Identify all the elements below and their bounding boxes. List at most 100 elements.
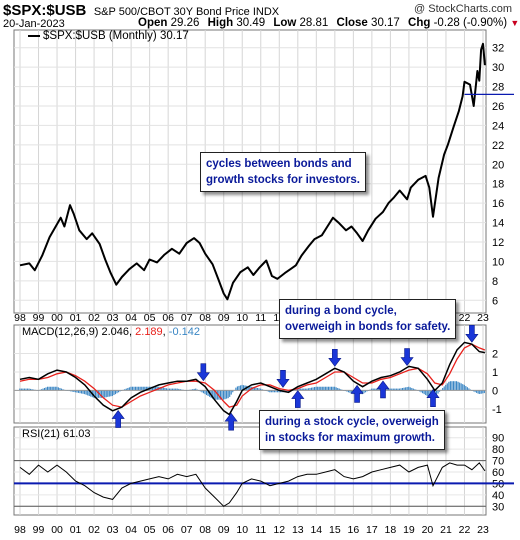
x-tick-label-mid-03: 03 bbox=[107, 312, 119, 324]
macd-histogram-bar bbox=[144, 386, 146, 391]
x-tick-label-bottom-12: 12 bbox=[273, 524, 285, 536]
macd-histogram-bar bbox=[215, 390, 217, 400]
x-tick-label-bottom-19: 19 bbox=[403, 524, 415, 536]
chart-header: $SPX:$USB S&P 500/CBOT 30Y Bond Price IN… bbox=[3, 2, 279, 20]
watermark: @ StockCharts.com bbox=[414, 3, 512, 15]
price-ytick-label-14: 14 bbox=[492, 218, 504, 230]
macd-histogram-bar bbox=[238, 385, 240, 391]
macd-histogram-bar bbox=[459, 382, 461, 391]
macd-histogram-bar bbox=[406, 387, 408, 391]
ohlc-row: Open 29.26 High 30.49 Low 28.81 Close 30… bbox=[138, 17, 519, 29]
price-ytick-label-28: 28 bbox=[492, 82, 504, 94]
macd-histogram-bar bbox=[101, 390, 103, 398]
macd-panel bbox=[13, 324, 487, 424]
macd-histogram-bar bbox=[309, 387, 311, 391]
macd-histogram-bar bbox=[118, 390, 120, 393]
macd-histogram-bar bbox=[176, 388, 178, 391]
macd-histogram-bar bbox=[270, 390, 272, 393]
macd-histogram-bar bbox=[303, 388, 305, 391]
macd-histogram-bar bbox=[205, 390, 208, 396]
macd-histogram-bar bbox=[71, 390, 73, 392]
macd-histogram-bar bbox=[454, 381, 456, 391]
price-legend-text: $SPX:$USB (Monthly) 30.17 bbox=[43, 30, 189, 42]
macd-histogram-bar bbox=[338, 388, 340, 391]
macd-histogram-bar bbox=[168, 388, 171, 391]
macd-histogram-bar bbox=[276, 390, 279, 393]
x-tick-label-bottom-04: 04 bbox=[125, 524, 137, 536]
macd-histogram-bar bbox=[483, 390, 485, 394]
macd-histogram-bar bbox=[227, 390, 229, 399]
macd-histogram-bar bbox=[80, 390, 83, 394]
annotation-bond-cycle: during a bond cycle, overweigh in bonds … bbox=[279, 299, 457, 339]
macd-histogram-bar bbox=[57, 387, 59, 391]
macd-histogram-bar bbox=[386, 388, 388, 391]
macd-histogram-bar bbox=[306, 388, 308, 391]
macd-histogram-bar bbox=[136, 386, 138, 391]
macd-histogram-bar bbox=[401, 387, 404, 391]
price-ytick-label-6: 6 bbox=[492, 295, 498, 307]
macd-histogram-bar bbox=[423, 390, 425, 395]
rsi-value: 61.03 bbox=[62, 428, 91, 440]
macd-histogram-bar bbox=[408, 386, 410, 391]
macd-ytick-label-1: 1 bbox=[492, 367, 498, 379]
macd-histogram-bar bbox=[116, 390, 118, 394]
macd-histogram-bar bbox=[219, 390, 222, 400]
macd-histogram-bar bbox=[131, 386, 134, 391]
cycle-down-arrow-icon-2 bbox=[276, 370, 290, 388]
x-tick-label-mid-11: 11 bbox=[255, 312, 266, 324]
macd-value: 2.046 bbox=[101, 326, 130, 338]
macd-histogram-bar bbox=[412, 388, 414, 391]
macd-histogram-bar bbox=[155, 386, 157, 391]
macd-histogram-bar bbox=[165, 388, 167, 391]
macd-histogram-bar bbox=[337, 387, 339, 391]
macd-histogram-bar bbox=[422, 390, 424, 394]
macd-histogram-bar bbox=[439, 390, 441, 392]
macd-histogram-bar bbox=[347, 390, 350, 393]
macd-histogram-bar bbox=[267, 390, 269, 392]
x-tick-label-mid-10: 10 bbox=[236, 312, 248, 324]
histogram-value: -0.142 bbox=[168, 326, 200, 338]
high-value: 30.49 bbox=[236, 17, 266, 29]
macd-histogram-bar bbox=[318, 386, 320, 391]
macd-histogram-bar bbox=[317, 386, 319, 391]
annotation-cycles-line1: cycles between bonds and bbox=[206, 158, 352, 170]
macd-histogram-bar bbox=[50, 386, 52, 391]
macd-histogram-bar bbox=[371, 388, 373, 391]
x-tick-label-bottom-06: 06 bbox=[162, 524, 174, 536]
macd-histogram-bar bbox=[460, 383, 462, 391]
rsi-line bbox=[19, 462, 486, 507]
macd-histogram-bar bbox=[134, 386, 137, 391]
macd-histogram-bar bbox=[307, 388, 309, 391]
macd-histogram-bar bbox=[145, 386, 147, 391]
macd-histogram-bar bbox=[323, 386, 325, 391]
macd-histogram-bar bbox=[405, 387, 407, 391]
macd-histogram-bar bbox=[332, 386, 334, 391]
x-tick-label-bottom-15: 15 bbox=[329, 524, 341, 536]
low-value: 28.81 bbox=[299, 17, 329, 29]
rsi-ytick-label-40: 40 bbox=[492, 490, 504, 502]
macd-histogram-bar bbox=[425, 390, 427, 396]
macd-histogram-bar bbox=[463, 384, 465, 391]
macd-histogram-bar bbox=[462, 384, 464, 391]
macd-histogram-bar bbox=[22, 388, 24, 391]
x-tick-label-mid-07: 07 bbox=[181, 312, 193, 324]
macd-histogram-bar bbox=[239, 385, 242, 391]
rsi-ytick-label-80: 80 bbox=[492, 444, 504, 456]
macd-histogram-bar bbox=[445, 384, 447, 391]
price-ytick-label-20: 20 bbox=[492, 159, 504, 171]
price-ytick-label-12: 12 bbox=[492, 237, 504, 249]
macd-histogram-bar bbox=[324, 386, 326, 391]
macd-histogram-bar bbox=[409, 387, 411, 391]
macd-histogram-bar bbox=[73, 390, 75, 392]
x-tick-label-mid-99: 99 bbox=[33, 312, 45, 324]
macd-histogram-bar bbox=[391, 388, 393, 391]
macd-histogram-bar bbox=[241, 384, 243, 391]
macd-histogram-bar bbox=[477, 390, 479, 394]
macd-histogram-bar bbox=[326, 386, 328, 391]
macd-histogram-bar bbox=[141, 386, 143, 391]
macd-histogram-bar bbox=[448, 381, 450, 391]
macd-histogram-bar bbox=[153, 386, 155, 391]
annotation-bond-line1: during a bond cycle, bbox=[285, 305, 397, 317]
cycle-up-arrow-icon-6 bbox=[426, 389, 440, 407]
macd-histogram-bar bbox=[295, 389, 297, 391]
